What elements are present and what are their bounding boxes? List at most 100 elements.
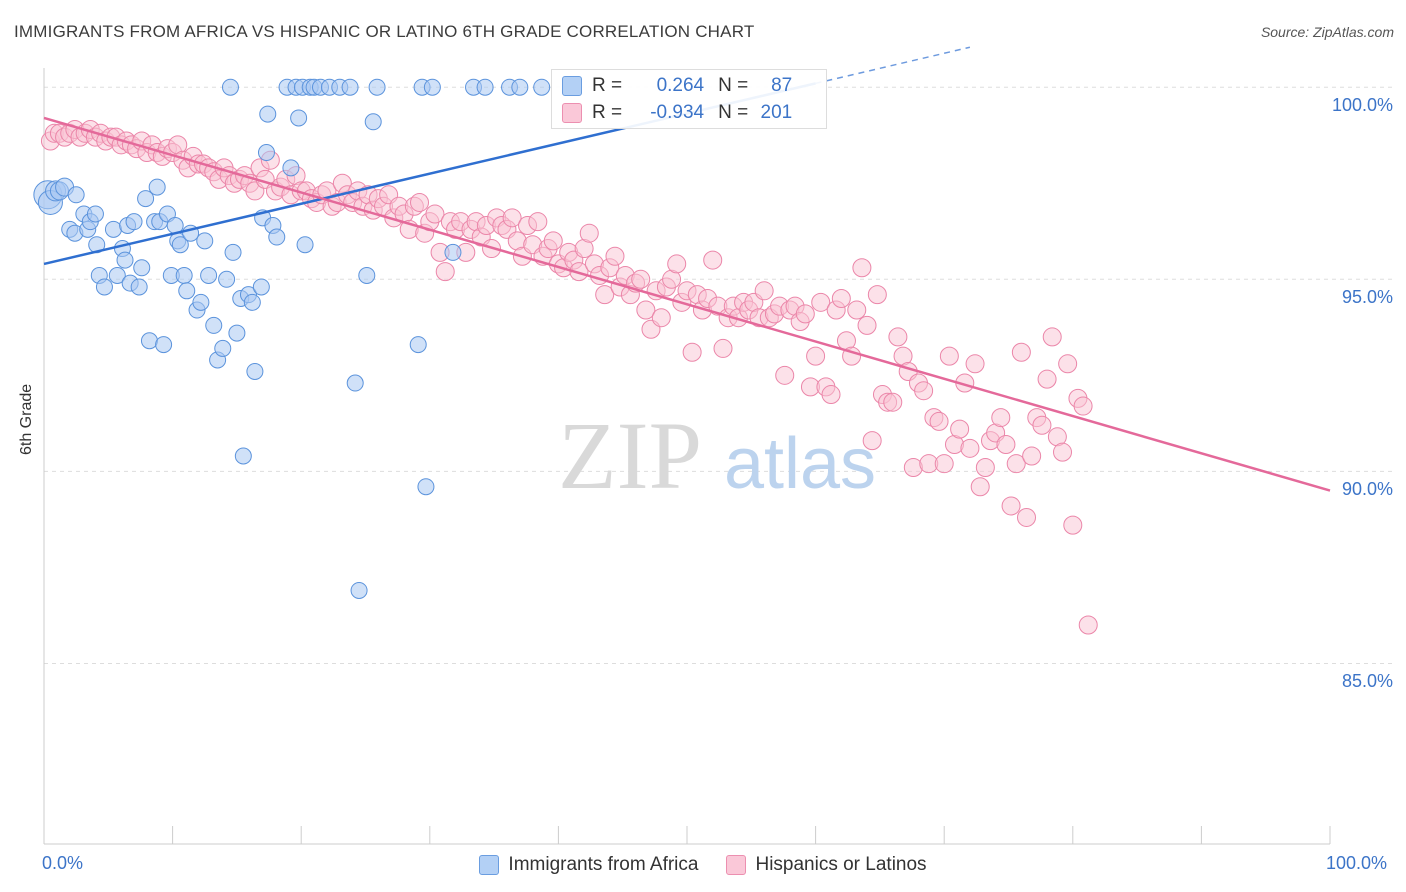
data-point-hispanics <box>934 454 954 474</box>
data-point-africa <box>409 336 427 354</box>
data-point-africa <box>234 447 252 465</box>
data-point-africa <box>259 105 277 123</box>
data-point-africa <box>246 362 264 380</box>
data-point-africa <box>364 113 382 131</box>
legend-swatch-blue <box>562 76 582 96</box>
data-point-hispanics <box>1001 496 1021 516</box>
data-point-hispanics <box>996 434 1016 454</box>
data-point-africa <box>155 336 173 354</box>
legend-n-label: N = <box>718 102 749 123</box>
x-tick-label-min: 0.0% <box>42 853 84 873</box>
data-point-hispanics <box>852 258 872 278</box>
data-point-africa <box>444 243 462 261</box>
legend-swatch-pink <box>726 855 747 875</box>
data-point-africa <box>228 324 246 342</box>
data-point-hispanics <box>939 346 959 366</box>
legend-row-hispanics: R = -0.934 N = 201 <box>562 100 792 126</box>
legend-r-value: 0.264 <box>656 75 705 96</box>
data-point-hispanics <box>862 431 882 451</box>
data-point-africa <box>178 282 196 300</box>
legend-n-label: N = <box>718 75 749 96</box>
data-point-hispanics <box>605 246 625 266</box>
y-tick-label: 85.0% <box>1341 671 1393 692</box>
legend-label-africa: Immigrants from Africa <box>508 854 699 875</box>
y-axis-title: 6th Grade <box>18 383 35 455</box>
data-point-hispanics <box>1063 515 1083 535</box>
data-point-hispanics <box>1078 615 1098 635</box>
data-point-hispanics <box>857 315 877 335</box>
data-point-africa <box>243 293 261 311</box>
data-point-hispanics <box>713 338 733 358</box>
data-point-africa <box>140 332 158 350</box>
data-point-hispanics <box>888 327 908 347</box>
data-point-hispanics <box>754 281 774 301</box>
data-point-africa <box>175 266 193 284</box>
data-point-africa <box>192 293 210 311</box>
data-point-hispanics <box>883 392 903 412</box>
data-point-hispanics <box>631 269 651 289</box>
data-point-hispanics <box>1006 454 1026 474</box>
data-point-africa <box>423 78 441 96</box>
data-point-hispanics <box>960 438 980 458</box>
trend-line-hispanics <box>43 116 1331 492</box>
legend-item-hispanics[interactable]: Hispanics or Latinos <box>726 854 927 876</box>
series-hispanics-points <box>40 119 1098 635</box>
data-point-hispanics <box>579 223 599 243</box>
data-point-hispanics <box>528 212 548 232</box>
data-point-africa <box>116 251 134 269</box>
data-point-hispanics <box>435 262 455 282</box>
data-point-africa <box>171 236 189 254</box>
data-point-africa <box>205 316 223 334</box>
correlation-legend: R = 0.264 N = 87 R = -0.934 N = 201 <box>551 69 827 129</box>
legend-swatch-pink <box>562 103 582 123</box>
data-point-hispanics <box>806 346 826 366</box>
data-point-africa <box>290 109 308 127</box>
watermark-zip: ZIP <box>558 402 702 509</box>
data-point-hispanics <box>703 250 723 270</box>
y-tick-label: 100.0% <box>1331 95 1393 116</box>
x-tick-label-max: 100.0% <box>1326 853 1388 873</box>
data-point-hispanics <box>682 342 702 362</box>
data-point-hispanics <box>543 231 563 251</box>
data-point-africa <box>214 339 232 357</box>
data-point-hispanics <box>595 285 615 305</box>
data-point-africa <box>104 220 122 238</box>
data-point-africa <box>108 266 126 284</box>
legend-r-value: -0.934 <box>650 102 705 123</box>
data-point-hispanics <box>847 300 867 320</box>
data-point-africa <box>221 78 239 96</box>
data-point-africa <box>296 236 314 254</box>
data-point-africa <box>358 266 376 284</box>
data-point-africa <box>196 232 214 250</box>
data-point-africa <box>476 78 494 96</box>
data-point-africa <box>417 478 435 496</box>
legend-r-label: R = <box>592 75 623 96</box>
axis-layer <box>43 68 1331 845</box>
data-point-africa <box>257 144 275 162</box>
data-point-hispanics <box>970 477 990 497</box>
data-point-hispanics <box>1058 354 1078 374</box>
data-point-hispanics <box>410 192 430 212</box>
data-point-africa <box>133 259 151 277</box>
legend-item-africa[interactable]: Immigrants from Africa <box>479 854 698 876</box>
data-point-africa <box>200 266 218 284</box>
data-point-hispanics <box>1053 442 1073 462</box>
data-point-hispanics <box>667 254 687 274</box>
data-point-africa <box>137 190 155 208</box>
series-legend: Immigrants from Africa Hispanics or Lati… <box>0 852 1406 878</box>
legend-r-label: R = <box>592 102 623 123</box>
grid-layer <box>44 86 1392 664</box>
data-point-africa <box>224 243 242 261</box>
y-tick-label: 95.0% <box>1341 287 1393 308</box>
watermark-atlas: atlas <box>724 424 876 504</box>
data-point-africa <box>67 186 85 204</box>
data-point-hispanics <box>914 381 934 401</box>
data-point-africa <box>86 205 104 223</box>
data-point-africa <box>268 228 286 246</box>
data-point-hispanics <box>1011 342 1031 362</box>
data-point-hispanics <box>651 308 671 328</box>
data-point-hispanics <box>975 458 995 478</box>
data-point-africa <box>252 278 270 296</box>
data-point-hispanics <box>950 419 970 439</box>
